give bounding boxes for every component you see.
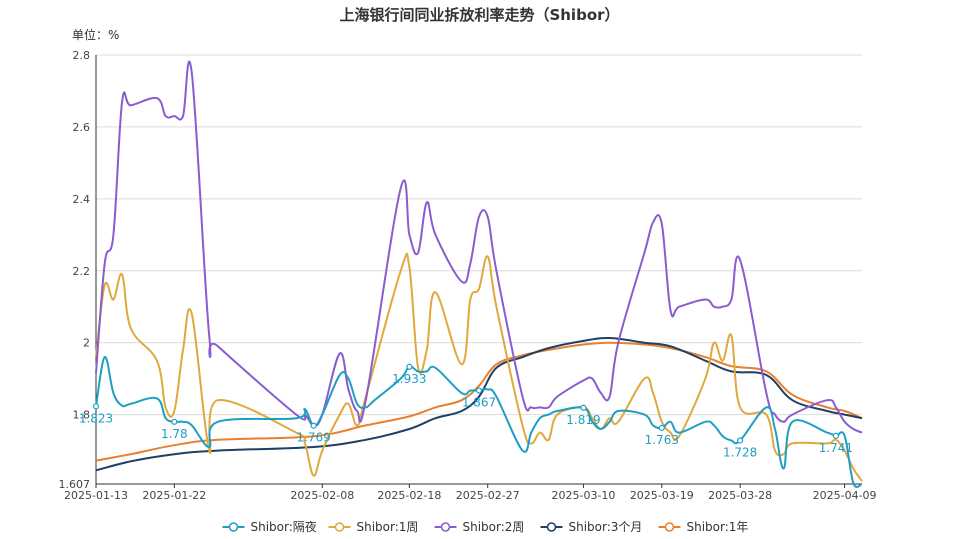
x-tick-label: 2025-02-18 — [377, 489, 441, 502]
legend-label: Shibor:隔夜 — [251, 519, 317, 534]
data-point-marker — [92, 403, 100, 410]
x-tick-label: 2025-01-22 — [142, 489, 206, 502]
legend-swatch-marker — [664, 522, 675, 532]
data-point-marker — [475, 387, 483, 394]
data-point-marker — [406, 363, 413, 370]
series-line-2 — [95, 60, 863, 434]
y-tick-label: 2.4 — [73, 193, 91, 206]
legend: Shibor:隔夜 Shibor:1周 Shibor:2周 Shibor:3个月 Shi… — [222, 519, 749, 534]
series-lines — [95, 60, 863, 488]
data-label: 1.823 — [79, 411, 113, 425]
y-axis-ticks: 1.607 1.8 2 2.2 2.4 2.6 2.8 — [59, 49, 91, 491]
series-line-1 — [95, 252, 863, 482]
y-tick-label: 2 — [83, 337, 90, 350]
data-label: 1.769 — [296, 431, 330, 445]
series-line-3 — [95, 336, 863, 472]
data-point-marker — [658, 424, 665, 432]
data-label: 1.867 — [462, 396, 496, 410]
data-label: 1.763 — [645, 433, 679, 447]
x-tick-label: 2025-02-27 — [456, 489, 520, 502]
legend-label: Shibor:2周 — [463, 520, 525, 534]
data-label: 1.78 — [161, 427, 188, 441]
legend-swatch-marker — [440, 522, 451, 532]
series-line-0 — [95, 356, 863, 488]
data-labels: 1.823 1.78 1.769 1.933 1.867 1.819 1.763 1.728 1… — [79, 363, 853, 459]
data-point-marker — [580, 404, 587, 411]
x-tick-label: 2025-01-13 — [64, 489, 128, 502]
legend-label: Shibor:3个月 — [569, 520, 643, 534]
legend-label: Shibor:1年 — [687, 520, 749, 534]
data-label: 1.728 — [723, 445, 757, 459]
y-axis-unit-label: 单位：% — [72, 28, 120, 42]
x-tick-label: 2025-04-09 — [813, 489, 877, 502]
data-label: 1.933 — [392, 372, 426, 386]
x-tick-label: 2025-02-08 — [290, 489, 354, 502]
data-label: 1.819 — [566, 413, 600, 427]
data-point-marker — [171, 418, 178, 425]
data-point-marker — [832, 432, 839, 439]
x-tick-label: 2025-03-10 — [551, 489, 615, 502]
x-axis: 2025-01-13 2025-01-22 2025-02-08 2025-02-18… — [64, 55, 877, 502]
y-tick-label: 1.8 — [73, 409, 91, 422]
chart-title: 上海银行间同业拆放利率走势（Shibor） — [339, 6, 620, 24]
legend-swatch-marker — [228, 522, 239, 532]
legend-swatch-marker — [546, 522, 557, 532]
legend-label: Shibor:1周 — [357, 520, 419, 534]
y-tick-label: 1.607 — [59, 478, 91, 491]
data-point-marker — [737, 437, 744, 444]
x-tick-label: 2025-03-28 — [708, 489, 772, 502]
x-tick-label: 2025-03-19 — [630, 489, 694, 502]
data-label: 1.741 — [819, 441, 853, 455]
data-point-marker — [310, 422, 317, 429]
y-tick-label: 2.2 — [73, 265, 91, 278]
y-tick-label: 2.6 — [73, 121, 91, 134]
grid-lines — [96, 54, 862, 416]
y-tick-label: 2.8 — [73, 49, 91, 62]
legend-swatch-marker — [334, 522, 345, 532]
